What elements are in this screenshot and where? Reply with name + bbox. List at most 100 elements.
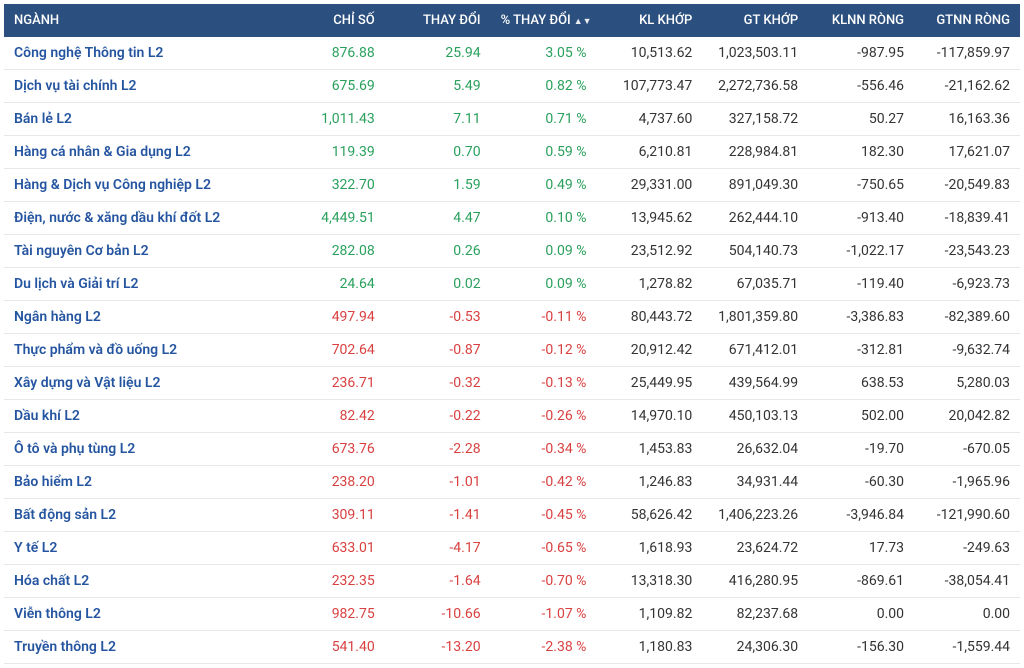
cell-index: 541.40 (279, 631, 385, 664)
cell-index: 82.42 (279, 400, 385, 433)
cell-fnet-vol: -19.70 (808, 433, 914, 466)
cell-fnet-vol: -119.40 (808, 268, 914, 301)
table-header: NGÀNHCHỈ SỐTHAY ĐỔI% THAY ĐỔI▲▼KL KHỚPGT… (4, 4, 1020, 37)
table-row[interactable]: Thực phẩm và đồ uống L2702.64-0.87-0.12 … (4, 334, 1020, 367)
table-row[interactable]: Ngân hàng L2497.94-0.53-0.11 %80,443.721… (4, 301, 1020, 334)
cell-val: 1,023,503.11 (702, 37, 808, 70)
table-row[interactable]: Dịch vụ tài chính L2675.695.490.82 %107,… (4, 70, 1020, 103)
sector-name: Điện, nước & xăng dầu khí đốt L2 (4, 202, 279, 235)
sector-name: Dịch vụ tài chính L2 (4, 70, 279, 103)
cell-pct-change: -0.34 % (491, 433, 597, 466)
cell-vol: 1,180.83 (596, 631, 702, 664)
table-row[interactable]: Viễn thông L2982.75-10.66-1.07 %1,109.82… (4, 598, 1020, 631)
sector-name: Viễn thông L2 (4, 598, 279, 631)
cell-fnet-vol: -869.61 (808, 565, 914, 598)
cell-vol: 20,912.42 (596, 334, 702, 367)
table-row[interactable]: Tài nguyên Cơ bản L2282.080.260.09 %23,5… (4, 235, 1020, 268)
cell-index: 282.08 (279, 235, 385, 268)
col-vol: KL KHỚP (596, 4, 702, 37)
table-body: Công nghệ Thông tin L2876.8825.943.05 %1… (4, 37, 1020, 664)
cell-fnet-val: -1,965.96 (914, 466, 1020, 499)
cell-val: 450,103.13 (702, 400, 808, 433)
table-row[interactable]: Bất động sản L2309.11-1.41-0.45 %58,626.… (4, 499, 1020, 532)
cell-vol: 1,246.83 (596, 466, 702, 499)
cell-pct-change: -0.65 % (491, 532, 597, 565)
cell-index: 675.69 (279, 70, 385, 103)
cell-fnet-vol: -156.30 (808, 631, 914, 664)
cell-vol: 23,512.92 (596, 235, 702, 268)
cell-fnet-vol: 17.73 (808, 532, 914, 565)
table-row[interactable]: Xây dựng và Vật liệu L2236.71-0.32-0.13 … (4, 367, 1020, 400)
table-row[interactable]: Truyền thông L2541.40-13.20-2.38 %1,180.… (4, 631, 1020, 664)
sector-name: Bảo hiểm L2 (4, 466, 279, 499)
cell-fnet-vol: 0.00 (808, 598, 914, 631)
cell-pct-change: 0.09 % (491, 268, 597, 301)
cell-change: -1.01 (385, 466, 491, 499)
cell-index: 702.64 (279, 334, 385, 367)
sector-name: Xây dựng và Vật liệu L2 (4, 367, 279, 400)
cell-change: 0.26 (385, 235, 491, 268)
cell-vol: 29,331.00 (596, 169, 702, 202)
cell-pct-change: 0.09 % (491, 235, 597, 268)
table-row[interactable]: Du lịch và Giải trí L224.640.020.09 %1,2… (4, 268, 1020, 301)
cell-vol: 13,318.30 (596, 565, 702, 598)
cell-index: 24.64 (279, 268, 385, 301)
table-row[interactable]: Y tế L2633.01-4.17-0.65 %1,618.9323,624.… (4, 532, 1020, 565)
cell-pct-change: 0.71 % (491, 103, 597, 136)
cell-fnet-vol: -60.30 (808, 466, 914, 499)
table-row[interactable]: Hàng cá nhân & Gia dụng L2119.390.700.59… (4, 136, 1020, 169)
cell-change: 25.94 (385, 37, 491, 70)
cell-fnet-val: -121,990.60 (914, 499, 1020, 532)
cell-index: 982.75 (279, 598, 385, 631)
table-row[interactable]: Công nghệ Thông tin L2876.8825.943.05 %1… (4, 37, 1020, 70)
cell-fnet-val: -82,389.60 (914, 301, 1020, 334)
cell-change: -1.64 (385, 565, 491, 598)
cell-vol: 6,210.81 (596, 136, 702, 169)
col-pct_change[interactable]: % THAY ĐỔI▲▼ (491, 4, 597, 37)
cell-fnet-vol: -1,022.17 (808, 235, 914, 268)
cell-vol: 107,773.47 (596, 70, 702, 103)
cell-change: 7.11 (385, 103, 491, 136)
sector-name: Y tế L2 (4, 532, 279, 565)
cell-vol: 1,278.82 (596, 268, 702, 301)
table-row[interactable]: Ô tô và phụ tùng L2673.76-2.28-0.34 %1,4… (4, 433, 1020, 466)
cell-change: 0.70 (385, 136, 491, 169)
sector-name: Thực phẩm và đồ uống L2 (4, 334, 279, 367)
cell-pct-change: -1.07 % (491, 598, 597, 631)
sector-name: Bán lẻ L2 (4, 103, 279, 136)
sector-name: Hàng & Dịch vụ Công nghiệp L2 (4, 169, 279, 202)
table-row[interactable]: Hóa chất L2232.35-1.64-0.70 %13,318.3041… (4, 565, 1020, 598)
table-row[interactable]: Hàng & Dịch vụ Công nghiệp L2322.701.590… (4, 169, 1020, 202)
sector-name: Du lịch và Giải trí L2 (4, 268, 279, 301)
sector-name: Ngân hàng L2 (4, 301, 279, 334)
cell-val: 439,564.99 (702, 367, 808, 400)
cell-fnet-vol: -312.81 (808, 334, 914, 367)
cell-val: 24,306.30 (702, 631, 808, 664)
cell-vol: 1,109.82 (596, 598, 702, 631)
cell-vol: 4,737.60 (596, 103, 702, 136)
table-row[interactable]: Bán lẻ L21,011.437.110.71 %4,737.60327,1… (4, 103, 1020, 136)
cell-pct-change: -0.11 % (491, 301, 597, 334)
cell-fnet-vol: 182.30 (808, 136, 914, 169)
table-row[interactable]: Bảo hiểm L2238.20-1.01-0.42 %1,246.8334,… (4, 466, 1020, 499)
cell-pct-change: -0.70 % (491, 565, 597, 598)
cell-val: 1,801,359.80 (702, 301, 808, 334)
cell-fnet-val: -23,543.23 (914, 235, 1020, 268)
table-row[interactable]: Điện, nước & xăng dầu khí đốt L24,449.51… (4, 202, 1020, 235)
sector-name: Hàng cá nhân & Gia dụng L2 (4, 136, 279, 169)
cell-fnet-val: -1,559.44 (914, 631, 1020, 664)
cell-index: 238.20 (279, 466, 385, 499)
cell-fnet-val: -670.05 (914, 433, 1020, 466)
sort-indicator-icon: ▲▼ (574, 17, 592, 27)
cell-fnet-val: -18,839.41 (914, 202, 1020, 235)
cell-val: 504,140.73 (702, 235, 808, 268)
cell-pct-change: -0.12 % (491, 334, 597, 367)
cell-index: 309.11 (279, 499, 385, 532)
cell-pct-change: -0.26 % (491, 400, 597, 433)
cell-fnet-val: -249.63 (914, 532, 1020, 565)
cell-index: 497.94 (279, 301, 385, 334)
table-row[interactable]: Dầu khí L282.42-0.22-0.26 %14,970.10450,… (4, 400, 1020, 433)
cell-pct-change: 0.82 % (491, 70, 597, 103)
cell-vol: 80,443.72 (596, 301, 702, 334)
cell-pct-change: -2.38 % (491, 631, 597, 664)
